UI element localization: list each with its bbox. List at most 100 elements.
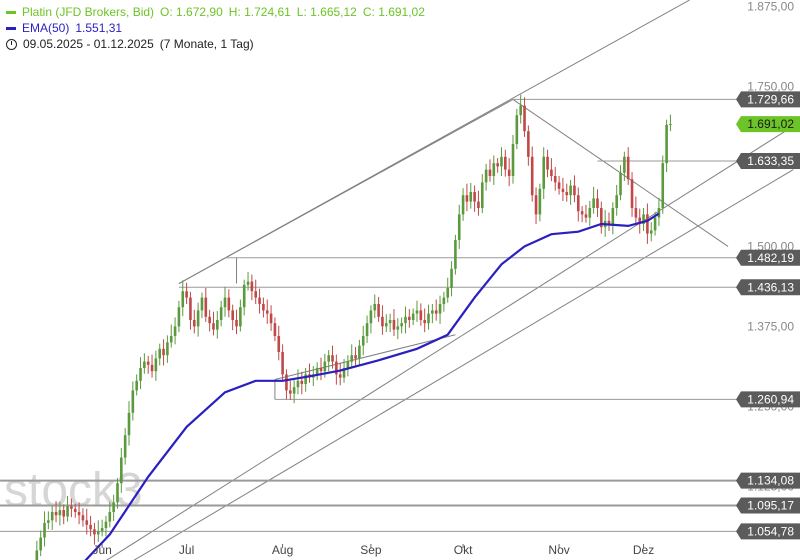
candle-body	[116, 483, 119, 503]
candle-body	[93, 529, 96, 535]
x-tick-label: Dez	[633, 543, 654, 557]
candle-body	[634, 208, 638, 218]
candle-body	[239, 307, 242, 327]
candle-body	[327, 355, 330, 362]
candle-body	[469, 192, 473, 202]
candle-body	[258, 297, 261, 304]
candle-body	[58, 510, 62, 516]
candle-body	[461, 195, 465, 215]
price-tag-bg	[736, 116, 800, 133]
legend-close: C: 1.691,02	[362, 5, 425, 19]
price-tag: 1.095,17	[736, 497, 800, 514]
candle-body	[242, 284, 246, 308]
candle-body	[254, 291, 258, 298]
candlestick-layer	[35, 94, 672, 560]
price-tag-bg	[736, 153, 800, 170]
candle-body	[292, 387, 296, 394]
legend-ema-row: EMA(50) 1.551,31	[6, 20, 425, 36]
legend-low: L: 1.665,12	[296, 5, 357, 19]
candle-body	[54, 512, 58, 516]
legend-instrument-row: Platin (JFD Brokers, Bid) O: 1.672,90 H:…	[6, 4, 425, 20]
y-tick-label: 1.375,00	[747, 319, 794, 333]
legend-range-detail: (7 Monate, 1 Tag)	[159, 37, 254, 51]
candle-body	[185, 291, 188, 298]
candle-body	[615, 195, 618, 208]
candle-body	[120, 457, 123, 484]
candle-body	[584, 214, 588, 218]
candle-body	[626, 156, 630, 180]
candle-body	[123, 435, 127, 458]
candle-body	[181, 291, 185, 308]
candle-body	[350, 355, 354, 362]
legend-instrument-name: Platin (JFD Brokers, Bid)	[22, 5, 155, 19]
candle-body	[296, 380, 300, 388]
candle-body	[661, 163, 665, 208]
watermark-logo: stock3	[4, 464, 143, 517]
candle-body	[542, 156, 546, 189]
candle-body	[166, 342, 169, 356]
candle-body	[504, 156, 507, 170]
candle-body	[527, 131, 530, 157]
candle-body	[480, 182, 484, 208]
candle-body	[569, 185, 572, 196]
candle-body	[550, 169, 553, 176]
candle-body	[169, 336, 173, 343]
candle-body	[150, 364, 154, 372]
candle-body	[177, 307, 181, 327]
candle-body	[62, 510, 66, 517]
price-tag-label: 1.054,78	[747, 524, 794, 538]
candle-body	[442, 297, 446, 304]
candle-body	[434, 310, 438, 314]
candle-body	[262, 304, 265, 311]
candle-body	[335, 361, 338, 375]
candle-body	[557, 182, 561, 189]
candle-body	[576, 195, 580, 212]
candle-body	[158, 348, 162, 359]
candle-body	[665, 124, 668, 164]
candle-body	[273, 323, 277, 336]
price-tag: 1.729,66	[736, 91, 800, 108]
candle-body	[477, 201, 480, 208]
candle-body	[227, 297, 231, 311]
candle-body	[450, 268, 453, 288]
candle-body	[70, 506, 73, 509]
price-tag-label: 1.134,08	[747, 474, 794, 488]
candle-body	[196, 310, 200, 327]
candle-body	[189, 297, 192, 320]
legend-range-row: 09.05.2025 - 01.12.2025 (7 Monate, 1 Tag…	[6, 36, 425, 52]
candle-body	[488, 169, 492, 176]
price-tag-bg	[736, 249, 800, 266]
candle-body	[546, 156, 549, 170]
price-tag-bg	[736, 472, 800, 489]
candle-body	[611, 208, 615, 224]
trendline	[274, 334, 456, 381]
x-tick-label: Nov	[548, 543, 569, 557]
candle-body	[39, 537, 42, 551]
candle-body	[231, 310, 234, 320]
candle-body	[381, 316, 384, 327]
y-tick-label: 1.750,00	[747, 79, 794, 93]
candle-body	[96, 531, 100, 535]
candle-body	[500, 156, 503, 167]
candle-body	[411, 313, 415, 320]
price-tag-label: 1.482,19	[747, 251, 794, 265]
x-tick-label: Jul	[179, 543, 194, 557]
candle-body	[408, 316, 411, 320]
candle-body	[342, 368, 346, 378]
candle-body	[43, 522, 46, 538]
candle-body	[427, 313, 430, 324]
candle-body	[192, 320, 196, 327]
candle-body	[534, 195, 538, 215]
candle-body	[438, 304, 442, 314]
candle-body	[588, 208, 592, 218]
candle-body	[81, 515, 85, 521]
candle-body	[373, 304, 377, 311]
x-tick-label: Jun	[92, 543, 111, 557]
candle-body	[538, 188, 542, 215]
price-level-layer	[0, 98, 740, 532]
price-tag-label: 1.691,02	[747, 117, 794, 131]
legend-high: H: 1.724,61	[228, 5, 291, 19]
candle-body	[580, 211, 584, 215]
candle-body	[596, 198, 599, 208]
